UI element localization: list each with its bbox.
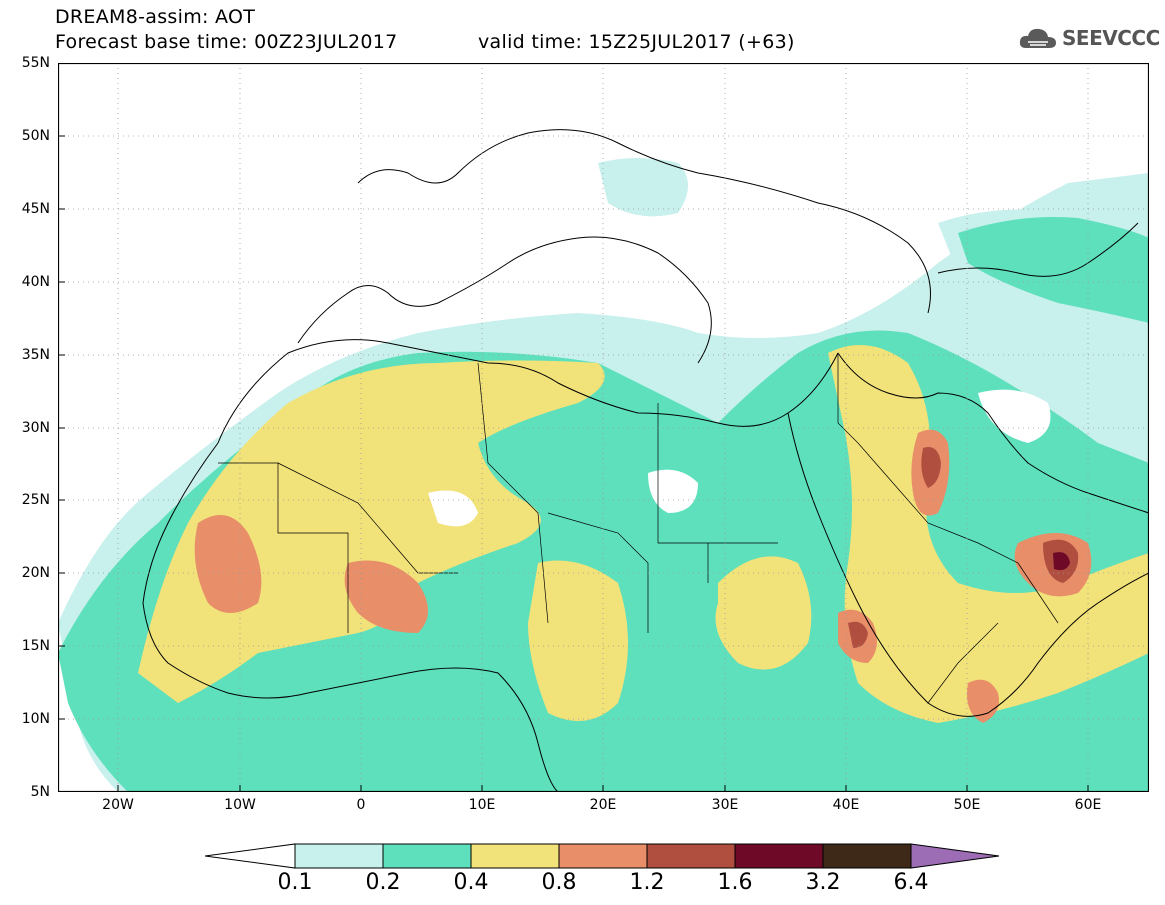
lat-label: 20N [21, 565, 50, 581]
colorbar-label: 1.6 [717, 870, 753, 895]
lat-label: 55N [21, 55, 50, 71]
coastlines [142, 129, 1149, 792]
lat-label: 10N [21, 711, 50, 727]
colorbar-segment [382, 843, 472, 869]
lon-label: 60E [1074, 797, 1102, 813]
lon-label: 0 [356, 797, 366, 813]
colorbar [205, 843, 1000, 869]
logo-text: SEEVCCC [1062, 26, 1160, 50]
lat-label: 30N [21, 420, 50, 436]
colorbar-segment [734, 843, 824, 869]
cloud-icon [1019, 28, 1056, 48]
lon-label: 20W [102, 797, 134, 813]
lat-label: 25N [21, 492, 50, 508]
colorbar-label: 0.1 [277, 870, 313, 895]
aot-clear-areas [428, 389, 1051, 527]
lon-label: 30E [711, 797, 739, 813]
aot-contour-12 [848, 447, 1079, 648]
aot-contour-04 [138, 345, 1149, 723]
lat-label: 50N [21, 128, 50, 144]
colorbar-segment [558, 843, 648, 869]
lat-label: 45N [21, 201, 50, 217]
aot-map [58, 63, 1149, 792]
lat-label: 15N [21, 638, 50, 654]
colorbar-label: 0.4 [453, 870, 489, 895]
colorbar-segment [646, 843, 736, 869]
lat-label: 5N [30, 784, 50, 800]
lon-label: 40E [832, 797, 860, 813]
map-title: DREAM8-assim: AOT [55, 6, 256, 28]
colorbar-segment [294, 843, 384, 869]
gridlines [58, 63, 1149, 792]
seevccc-logo: SEEVCCC [1018, 24, 1160, 52]
colorbar-high-arrow [910, 843, 1000, 869]
axis-ticks [58, 135, 1089, 792]
lat-label: 40N [21, 274, 50, 290]
lon-label: 10W [224, 797, 256, 813]
colorbar-label: 0.2 [365, 870, 401, 895]
aot-contour-08 [194, 429, 1092, 723]
colorbar-label: 3.2 [805, 870, 841, 895]
lon-label: 20E [589, 797, 617, 813]
colorbar-segment [470, 843, 560, 869]
aot-contour-16 [1053, 552, 1070, 571]
colorbar-label: 1.2 [629, 870, 665, 895]
colorbar-label: 0.8 [541, 870, 577, 895]
colorbar-label: 6.4 [893, 870, 929, 895]
valid-time: valid time: 15Z25JUL2017 (+63) [478, 31, 795, 53]
lon-label: 10E [468, 797, 496, 813]
colorbar-segment [822, 843, 912, 869]
lon-label: 50E [953, 797, 981, 813]
colorbar-low-arrow [205, 843, 296, 869]
lat-label: 35N [21, 347, 50, 363]
forecast-base-time: Forecast base time: 00Z23JUL2017 [55, 31, 398, 53]
